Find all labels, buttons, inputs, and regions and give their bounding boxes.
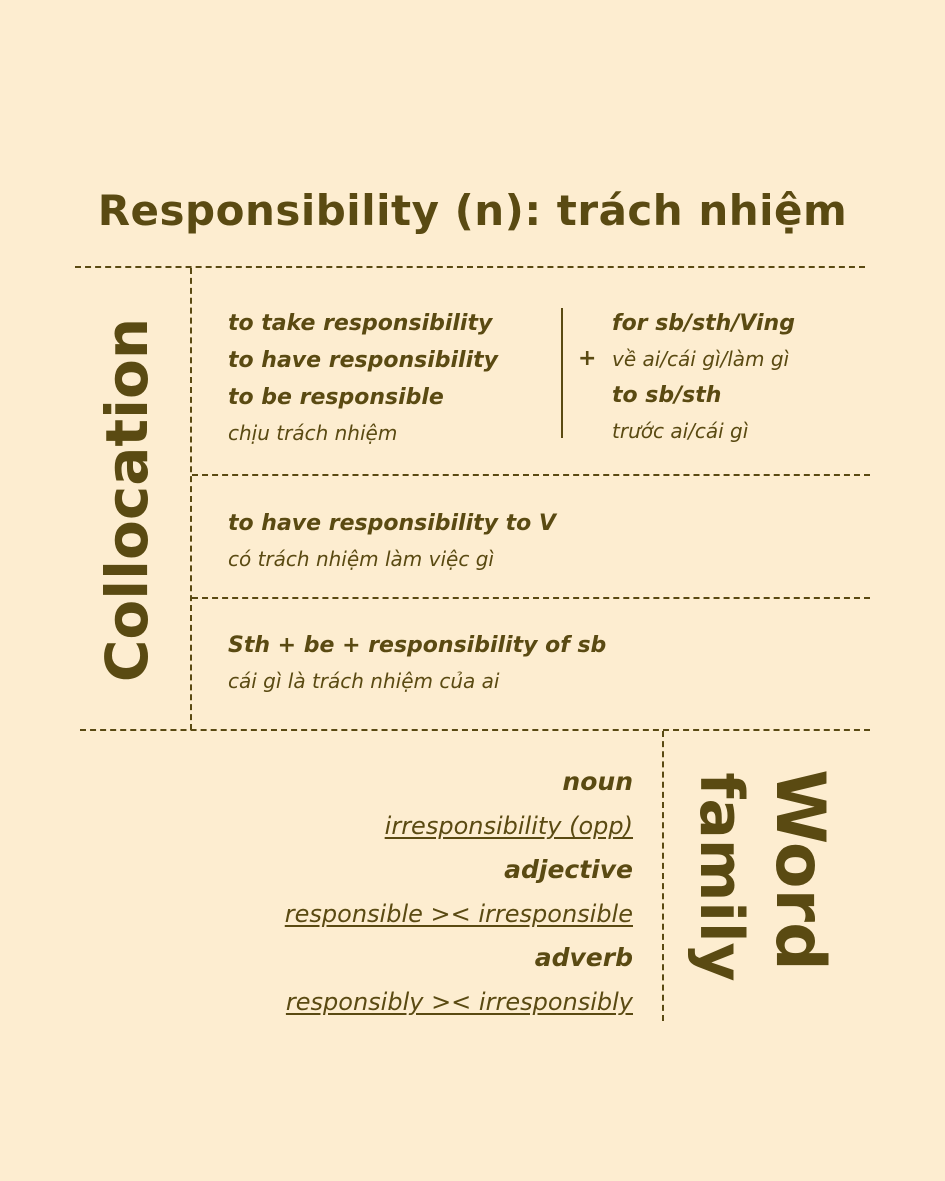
divider-block1 [192, 474, 870, 476]
preposition-phrase: for sb/sth/Ving [612, 311, 795, 336]
collocation-meaning: cái gì là trách nhiệm của ai [228, 669, 500, 693]
block1-separator [561, 308, 563, 438]
word-family-pos: noun [562, 767, 633, 796]
divider-top [75, 266, 865, 268]
page-title: Responsibility (n): trách nhiệm [97, 186, 848, 235]
word-family-words: responsibly >< irresponsibly [285, 988, 633, 1016]
word-family-pos: adverb [534, 943, 633, 972]
collocation-phrase: to take responsibility [228, 311, 493, 336]
collocation-block-3: Sth + be + responsibility of sb cái gì l… [228, 627, 606, 699]
preposition-meaning: trước ai/cái gì [612, 419, 749, 443]
word-family-label-line2: family [686, 772, 756, 982]
collocation-phrase: to have responsibility to V [228, 511, 556, 536]
word-family-list: noun irresponsibility (opp) adjective re… [285, 760, 633, 1024]
divider-wordfamily-vertical [662, 731, 664, 1021]
plus-sign: + [578, 346, 597, 371]
collocation-label: Collocation [93, 317, 161, 683]
collocation-block-1-right: for sb/sth/Ving về ai/cái gì/làm gì to s… [612, 305, 795, 449]
collocation-phrase: Sth + be + responsibility of sb [228, 633, 607, 658]
word-family-words: responsible >< irresponsible [284, 900, 633, 928]
preposition-meaning: về ai/cái gì/làm gì [612, 347, 790, 371]
collocation-phrase: to be responsible [228, 385, 444, 410]
preposition-phrase: to sb/sth [612, 383, 722, 408]
collocation-meaning: có trách nhiệm làm việc gì [228, 547, 494, 571]
collocation-phrase: to have responsibility [228, 348, 498, 373]
collocation-meaning: chịu trách nhiệm [228, 421, 398, 445]
word-family-pos: adjective [504, 855, 633, 884]
divider-block2 [192, 597, 870, 599]
word-family-words: irresponsibility (opp) [384, 812, 633, 840]
divider-middle [80, 729, 870, 731]
collocation-block-1: to take responsibility to have responsib… [228, 305, 498, 451]
word-family-label-line1: Word [760, 769, 839, 971]
divider-collocation-vertical [190, 268, 192, 730]
collocation-block-2: to have responsibility to V có trách nhi… [228, 505, 556, 577]
